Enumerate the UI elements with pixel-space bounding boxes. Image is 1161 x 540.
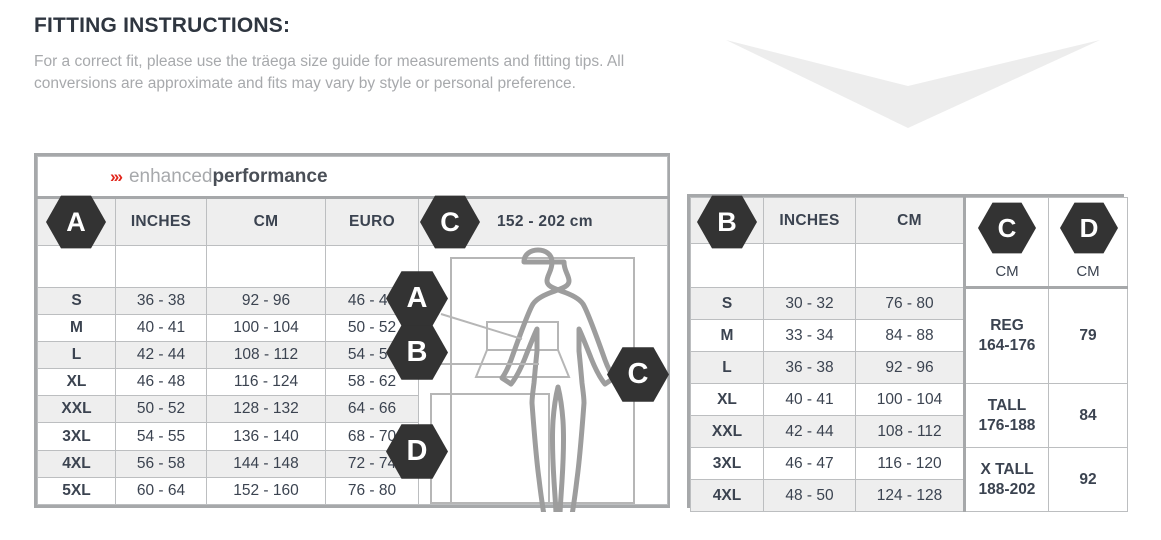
cell-inches: 46 - 47 xyxy=(763,447,856,480)
brand-word-performance: performance xyxy=(212,165,328,187)
table-row: 4XL xyxy=(37,449,116,478)
decorative-chevron-shape xyxy=(726,40,1100,128)
length-group-xtall-d: 92 xyxy=(1048,447,1128,512)
length-group-name: X TALL xyxy=(980,460,1034,478)
left-spacer-size xyxy=(37,244,116,288)
figure-badge-d: D xyxy=(386,424,448,479)
table-row: XL xyxy=(690,383,764,416)
length-group-name: TALL xyxy=(987,396,1027,414)
left-header-euro: EURO xyxy=(325,197,419,246)
table-row: S xyxy=(690,287,764,320)
cell-inches: 56 - 58 xyxy=(115,449,207,478)
cell-inches: 40 - 41 xyxy=(115,313,207,343)
cell-cm: 108 - 112 xyxy=(855,415,965,448)
cell-inches: 30 - 32 xyxy=(763,287,856,320)
body-figure-cell: A B C D xyxy=(386,244,669,512)
figure-badge-b: B xyxy=(386,325,448,380)
table-row: XXL xyxy=(37,395,116,424)
length-group-name: REG xyxy=(990,317,1024,335)
table-row: XXL xyxy=(690,415,764,448)
upper-body-size-table: ››› enhanced performance INCHES CM EURO 1… xyxy=(34,153,670,512)
cell-cm: 100 - 104 xyxy=(206,313,326,343)
cell-cm: 116 - 120 xyxy=(855,447,965,480)
chevrons-icon: ››› xyxy=(110,166,123,186)
cell-inches: 42 - 44 xyxy=(763,415,856,448)
length-group-range: 164-176 xyxy=(978,337,1036,354)
left-header-inches: INCHES xyxy=(115,197,207,246)
cell-inches: 60 - 64 xyxy=(115,476,207,506)
table-row: 3XL xyxy=(690,447,764,480)
right-header-cm: CM xyxy=(855,197,965,244)
cell-inches: 36 - 38 xyxy=(763,351,856,384)
cell-cm: 84 - 88 xyxy=(855,319,965,352)
length-group-tall: TALL 176-188 xyxy=(963,383,1049,448)
cell-cm: 116 - 124 xyxy=(206,368,326,397)
cell-inches: 50 - 52 xyxy=(115,395,207,424)
right-table-badge-b: B xyxy=(697,195,757,249)
table-row: 5XL xyxy=(37,476,116,506)
cell-euro: 50 - 52 xyxy=(325,313,419,343)
col-d-unit: CM xyxy=(1076,263,1100,280)
cell-inches: 48 - 50 xyxy=(763,479,856,512)
cell-euro: 64 - 66 xyxy=(325,395,419,424)
table-row: 4XL xyxy=(690,479,764,512)
table-row: 3XL xyxy=(37,422,116,451)
cell-cm: 108 - 112 xyxy=(206,341,326,370)
length-group-reg-d: 79 xyxy=(1048,287,1128,384)
col-c-unit: CM xyxy=(995,263,1019,280)
table-row: XL xyxy=(37,368,116,397)
cell-cm: 144 - 148 xyxy=(206,449,326,478)
cell-inches: 40 - 41 xyxy=(763,383,856,416)
cell-cm: 124 - 128 xyxy=(855,479,965,512)
cell-inches: 36 - 38 xyxy=(115,286,207,315)
brand-word-enhanced: enhanced xyxy=(128,165,213,187)
cell-cm: 92 - 96 xyxy=(855,351,965,384)
right-spacer-size xyxy=(690,243,764,288)
length-group-tall-d: 84 xyxy=(1048,383,1128,448)
fitting-instructions-block: FITTING INSTRUCTIONS: For a correct fit,… xyxy=(34,14,664,95)
length-group-range: 188-202 xyxy=(978,480,1036,498)
page-title: FITTING INSTRUCTIONS: xyxy=(34,14,291,37)
table-row: M xyxy=(690,319,764,352)
table-row: M xyxy=(37,313,116,343)
brand-bar: ››› enhanced performance xyxy=(36,155,669,200)
table-row: L xyxy=(690,351,764,384)
figure-badge-a: A xyxy=(386,271,448,326)
lower-body-size-table: INCHES CM CM CM S 30 - 32 76 - 80 xyxy=(687,194,1128,512)
left-size-table: ››› enhanced performance INCHES CM EURO 1… xyxy=(36,155,669,512)
cell-inches: 33 - 34 xyxy=(763,319,856,352)
cell-cm: 136 - 140 xyxy=(206,422,326,451)
length-group-reg: REG 164-176 xyxy=(963,287,1049,384)
cell-inches: 46 - 48 xyxy=(115,368,207,397)
cell-cm: 128 - 132 xyxy=(206,395,326,424)
intro-description: For a correct fit, please use the träega… xyxy=(34,53,625,93)
right-size-table: INCHES CM CM CM S 30 - 32 76 - 80 xyxy=(690,197,1128,512)
length-group-xtall: X TALL 188-202 xyxy=(963,447,1049,512)
cell-inches: 54 - 55 xyxy=(115,422,207,451)
right-header-inches: INCHES xyxy=(763,197,856,244)
left-spacer-inches xyxy=(115,244,207,288)
cell-euro: 76 - 80 xyxy=(325,476,419,506)
left-table-badge-a: A xyxy=(46,195,106,249)
table-row: L xyxy=(37,341,116,370)
cell-cm: 152 - 160 xyxy=(206,476,326,506)
cell-cm: 76 - 80 xyxy=(855,287,965,320)
right-spacer-inches xyxy=(763,243,856,288)
length-group-range: 176-188 xyxy=(978,416,1036,434)
right-spacer-cm xyxy=(855,243,965,288)
table-row: S xyxy=(37,286,116,315)
cell-cm: 100 - 104 xyxy=(855,383,965,416)
cell-cm: 92 - 96 xyxy=(206,286,326,315)
left-spacer-cm xyxy=(206,244,326,288)
left-header-cm: CM xyxy=(206,197,326,246)
cell-inches: 42 - 44 xyxy=(115,341,207,370)
left-table-badge-c: C xyxy=(420,195,480,249)
